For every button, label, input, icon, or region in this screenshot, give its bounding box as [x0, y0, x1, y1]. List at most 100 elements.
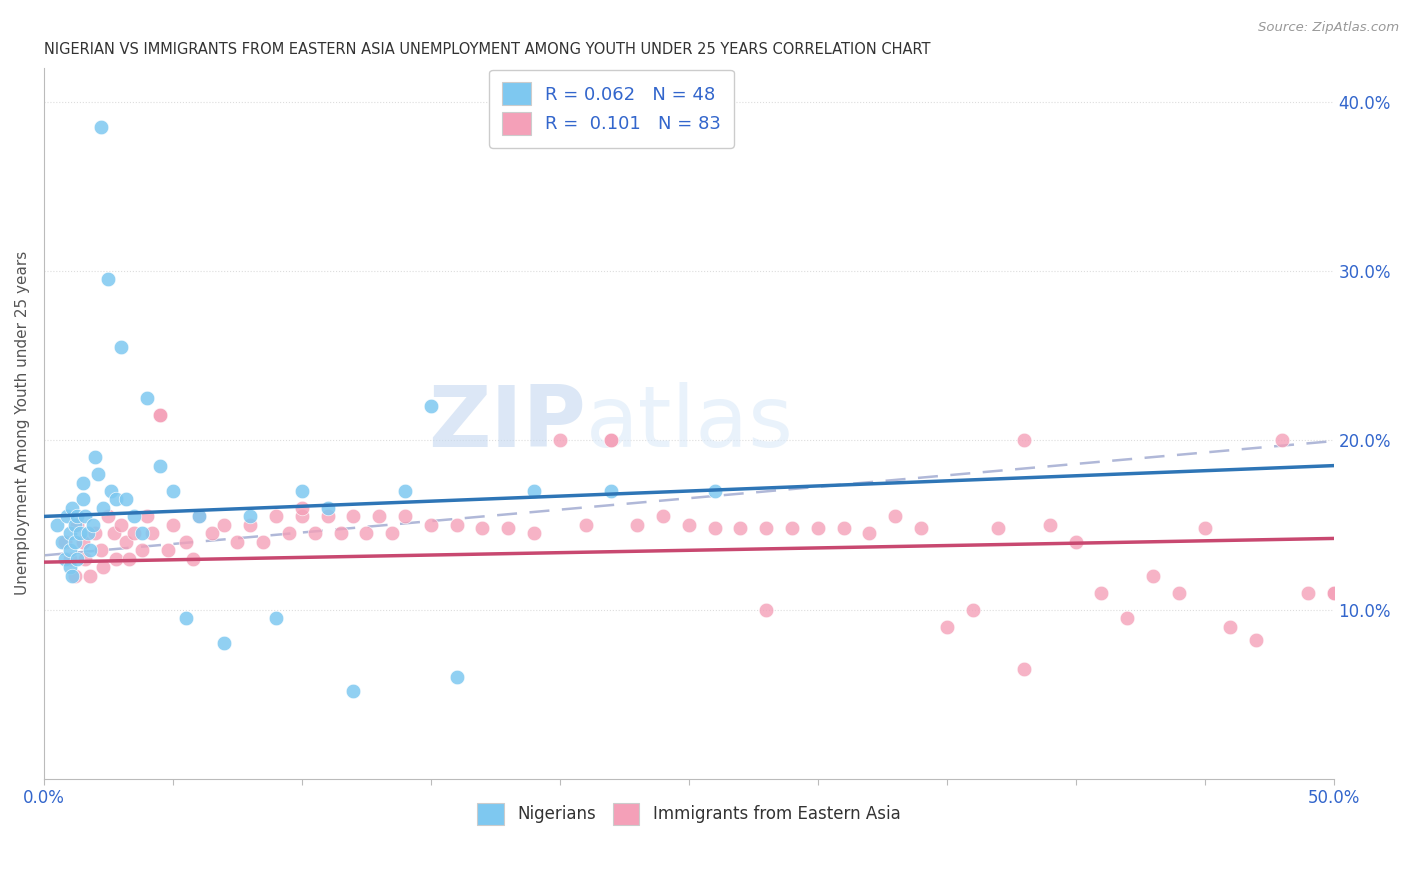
- Text: ZIP: ZIP: [427, 382, 585, 465]
- Point: [75, 551, 97, 566]
- Point: [1296, 585, 1319, 599]
- Point: [174, 534, 197, 549]
- Point: [136, 509, 159, 524]
- Point: [574, 517, 596, 532]
- Point: [962, 602, 984, 616]
- Point: [226, 534, 249, 549]
- Point: [548, 434, 571, 448]
- Point: [1323, 585, 1346, 599]
- Text: Source: ZipAtlas.com: Source: ZipAtlas.com: [1258, 21, 1399, 34]
- Point: [626, 517, 648, 532]
- Point: [72, 492, 94, 507]
- Point: [264, 509, 287, 524]
- Point: [600, 434, 623, 448]
- Point: [79, 568, 101, 582]
- Point: [264, 611, 287, 625]
- Point: [136, 391, 159, 405]
- Point: [884, 509, 907, 524]
- Point: [149, 408, 172, 422]
- Point: [1064, 534, 1087, 549]
- Point: [1012, 662, 1035, 676]
- Point: [63, 534, 86, 549]
- Point: [316, 500, 339, 515]
- Legend: Nigerians, Immigrants from Eastern Asia: Nigerians, Immigrants from Eastern Asia: [467, 793, 910, 835]
- Point: [496, 521, 519, 535]
- Point: [115, 492, 138, 507]
- Point: [755, 521, 778, 535]
- Point: [110, 340, 132, 354]
- Point: [45, 517, 67, 532]
- Point: [278, 526, 301, 541]
- Point: [66, 551, 89, 566]
- Point: [105, 492, 128, 507]
- Y-axis label: Unemployment Among Youth under 25 years: Unemployment Among Youth under 25 years: [15, 252, 30, 595]
- Point: [523, 483, 546, 498]
- Point: [730, 521, 752, 535]
- Point: [82, 517, 104, 532]
- Point: [105, 551, 128, 566]
- Point: [103, 526, 125, 541]
- Point: [381, 526, 404, 541]
- Point: [252, 534, 274, 549]
- Point: [56, 509, 79, 524]
- Text: atlas: atlas: [585, 382, 793, 465]
- Point: [1323, 585, 1346, 599]
- Point: [446, 670, 468, 684]
- Point: [53, 551, 76, 566]
- Point: [1219, 619, 1241, 633]
- Point: [858, 526, 880, 541]
- Point: [63, 517, 86, 532]
- Point: [59, 551, 82, 566]
- Point: [329, 526, 352, 541]
- Point: [122, 509, 145, 524]
- Point: [122, 526, 145, 541]
- Point: [239, 509, 262, 524]
- Point: [59, 560, 82, 574]
- Point: [910, 521, 932, 535]
- Point: [118, 551, 141, 566]
- Point: [72, 475, 94, 490]
- Point: [394, 483, 416, 498]
- Point: [291, 483, 314, 498]
- Point: [149, 408, 172, 422]
- Point: [187, 509, 209, 524]
- Point: [239, 517, 262, 532]
- Point: [200, 526, 222, 541]
- Point: [131, 543, 153, 558]
- Point: [51, 534, 73, 549]
- Point: [59, 526, 82, 541]
- Point: [342, 509, 364, 524]
- Point: [1167, 585, 1189, 599]
- Text: NIGERIAN VS IMMIGRANTS FROM EASTERN ASIA UNEMPLOYMENT AMONG YOUTH UNDER 25 YEARS: NIGERIAN VS IMMIGRANTS FROM EASTERN ASIA…: [44, 42, 931, 57]
- Point: [342, 684, 364, 698]
- Point: [162, 483, 184, 498]
- Point: [703, 521, 725, 535]
- Point: [97, 272, 120, 286]
- Point: [90, 543, 112, 558]
- Point: [703, 483, 725, 498]
- Point: [471, 521, 494, 535]
- Point: [291, 509, 314, 524]
- Point: [1142, 568, 1164, 582]
- Point: [304, 526, 326, 541]
- Point: [755, 602, 778, 616]
- Point: [1039, 517, 1062, 532]
- Point: [79, 543, 101, 558]
- Point: [316, 509, 339, 524]
- Point: [59, 543, 82, 558]
- Point: [84, 526, 107, 541]
- Point: [131, 526, 153, 541]
- Point: [600, 483, 623, 498]
- Point: [183, 551, 205, 566]
- Point: [91, 560, 114, 574]
- Point: [76, 526, 98, 541]
- Point: [97, 509, 120, 524]
- Point: [214, 517, 236, 532]
- Point: [115, 534, 138, 549]
- Point: [446, 517, 468, 532]
- Point: [678, 517, 700, 532]
- Point: [807, 521, 830, 535]
- Point: [987, 521, 1010, 535]
- Point: [156, 543, 179, 558]
- Point: [394, 509, 416, 524]
